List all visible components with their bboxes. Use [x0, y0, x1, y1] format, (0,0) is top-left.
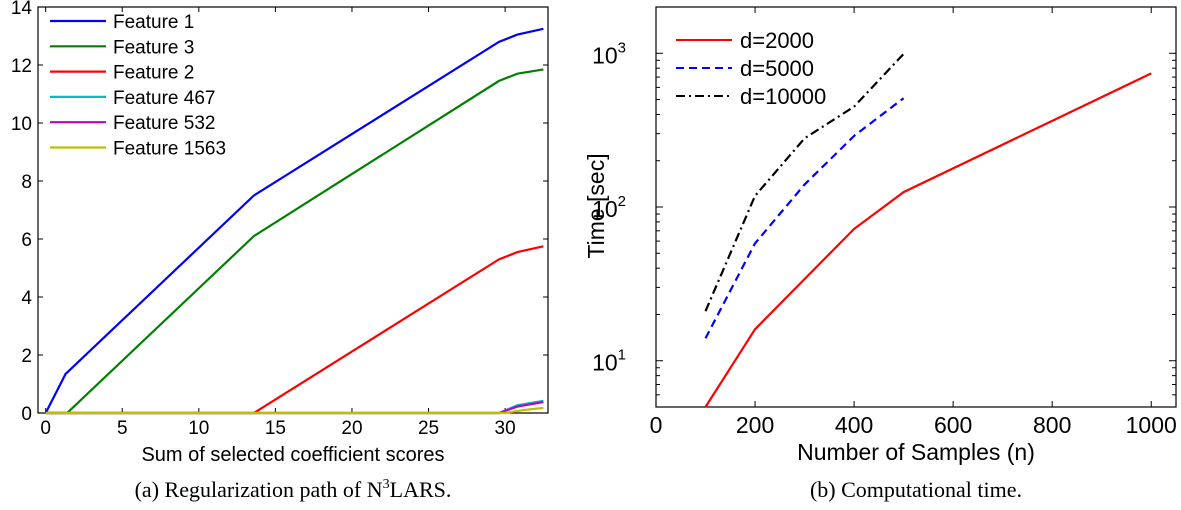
panel-b-y-axis-label: Time [sec]	[583, 153, 609, 258]
panel-a-x-axis-label: Sum of selected coefficient scores	[141, 444, 444, 466]
panel-b-legend-label: d=2000	[740, 28, 814, 53]
panel-a-legend-label: Feature 1	[113, 12, 194, 33]
panel-b-x-tick-label: 400	[835, 412, 873, 438]
panel-a-legend: Feature 1 Feature 3 Feature 2 Feature 467 Fe…	[50, 12, 226, 160]
panel-b-series-line-3	[704, 53, 905, 312]
panel-b-legend-label: d=5000	[740, 56, 814, 81]
panel-a-y-tick-label: 6	[21, 230, 32, 251]
panel-a-series-line-5	[45, 400, 544, 415]
panel-b-series-line-1	[704, 72, 1152, 408]
panel-b-y-tick-label: 103	[592, 39, 626, 68]
panel-b-x-tick-label: 600	[934, 412, 972, 438]
panel-b-series	[704, 53, 1152, 408]
panel-a-caption: (a) Regularization path of N3LARS.	[135, 477, 452, 502]
panel-a-x-tick-label: 20	[341, 418, 362, 439]
panel-a-legend-label: Feature 3	[113, 37, 194, 58]
panel-a-y-tick-label: 4	[21, 288, 32, 309]
panel-b-legend: d=2000 d=5000 d=10000	[676, 28, 826, 109]
panel-b-series-line-2	[704, 97, 905, 339]
panel-a-x-tick-label: 0	[40, 418, 51, 439]
panel-a-x-tick-label: 25	[418, 418, 439, 439]
panel-a-legend-label: Feature 532	[113, 113, 215, 134]
panel-a-x-tick-label: 10	[188, 418, 209, 439]
panel-b-ticks: 0 200 400 600 800 1000 101 102 103	[592, 6, 1177, 438]
panel-a-x-tick-label: 30	[495, 418, 516, 439]
panel-b-x-tick-label: 0	[650, 412, 663, 438]
panel-a-series-line-1	[44, 27, 544, 414]
panel-a-legend-label: Feature 467	[113, 88, 215, 109]
panel-b-y-tick-label: 102	[592, 193, 626, 222]
panel-b-legend-label: d=10000	[740, 84, 826, 109]
panel-b-x-tick-label: 800	[1033, 412, 1071, 438]
panel-b-plot-frame	[655, 6, 1177, 408]
panel-a-series-line-4	[45, 399, 544, 415]
panel-a-series	[44, 27, 544, 415]
panel-b-x-tick-label: 1000	[1126, 412, 1177, 438]
panel-a-legend-label: Feature 2	[113, 63, 194, 84]
panel-a-y-tick-label: 2	[21, 346, 32, 367]
panel-a-series-line-6	[45, 406, 544, 415]
panel-b-caption: (b) Computational time.	[810, 477, 1022, 502]
panel-b-x-axis-label: Number of Samples (n)	[797, 439, 1035, 465]
panel-a-y-tick-label: 10	[11, 114, 32, 135]
panel-a-y-tick-label: 12	[11, 56, 32, 77]
panel-b-y-tick-label: 101	[592, 347, 626, 376]
panel-a-ticks: 0 5 10 15 20 25 30 0 2 4 6 8 10 12 14	[11, 0, 548, 439]
panel-a-y-tick-label: 0	[21, 404, 32, 425]
panel-a-series-line-3	[45, 245, 544, 415]
panel-a-y-tick-label: 14	[11, 0, 33, 19]
panel-b-x-tick-label: 200	[736, 412, 774, 438]
panel-a-x-tick-label: 5	[117, 418, 128, 439]
panel-a-legend-label: Feature 1563	[113, 139, 226, 160]
panel-a-x-tick-label: 15	[265, 418, 286, 439]
panel-a-y-tick-label: 8	[21, 172, 32, 193]
